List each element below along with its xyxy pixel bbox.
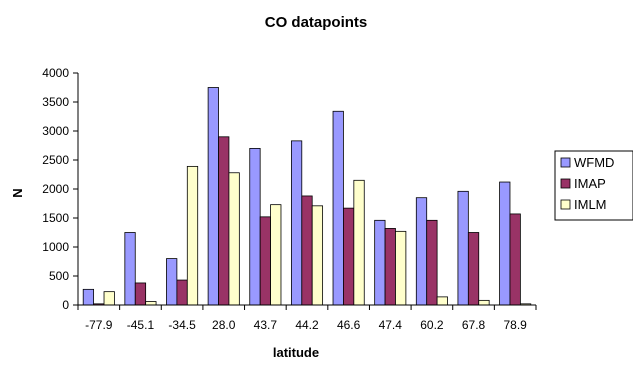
x-tick-label: 28.0 (212, 318, 236, 332)
x-tick-label: -45.1 (127, 318, 155, 332)
bar-wfmd-44.2 (290, 140, 303, 306)
y-tick-label: 2000 (42, 182, 69, 196)
x-tick-label: 43.7 (254, 318, 278, 332)
bar-imap-60.2 (426, 219, 438, 306)
bar-wfmd-43.7 (249, 147, 261, 306)
legend-swatch-imap (560, 178, 571, 189)
x-tick-label: -77.9 (85, 318, 113, 332)
x-tick-label: -34.5 (168, 318, 196, 332)
bar-wfmd-47.4 (374, 219, 386, 306)
bar-imap--45.1 (134, 282, 147, 306)
y-tick-label: 3000 (42, 124, 69, 138)
x-axis-title: latitude (273, 345, 319, 360)
bar-imlm--77.9 (103, 291, 115, 306)
bar-imap-43.7 (259, 216, 271, 306)
y-tick-label: 1000 (42, 240, 69, 254)
legend: WFMD IMAP IMLM (554, 150, 633, 221)
bar-wfmd-78.9 (499, 181, 511, 306)
legend-swatch-wfmd (560, 157, 571, 168)
legend-label-wfmd: WFMD (574, 155, 614, 170)
bar-imap--34.5 (176, 279, 188, 306)
bar-imlm-67.8 (478, 299, 490, 306)
bar-imap-46.6 (343, 207, 355, 306)
bar-wfmd--77.9 (82, 288, 95, 306)
y-tick-label: 3500 (42, 95, 69, 109)
chart-title: CO datapoints (265, 14, 368, 31)
x-tick-label: 67.8 (462, 318, 486, 332)
bar-wfmd--34.5 (166, 258, 178, 306)
y-tick-label: 2500 (42, 153, 69, 167)
bar-wfmd-28.0 (207, 87, 219, 306)
bar-imlm-60.2 (436, 296, 448, 306)
x-tick-label: 46.6 (337, 318, 361, 332)
plot-area: 0 500 1000 1500 2000 2500 3000 3500 4000 -77.9 -45… (42, 66, 537, 332)
bar-wfmd-60.2 (415, 197, 428, 306)
y-tick-label: 0 (62, 298, 69, 312)
bar-imlm-28.0 (228, 172, 240, 306)
x-tick-label: 44.2 (295, 318, 319, 332)
x-tick-label: 78.9 (504, 318, 528, 332)
bar-wfmd-46.6 (332, 110, 344, 306)
y-tick-label: 4000 (42, 66, 69, 80)
bar-wfmd-67.8 (457, 190, 469, 306)
bar-imlm-46.6 (353, 179, 365, 306)
legend-swatch-imlm (560, 199, 571, 210)
y-tick-label: 500 (49, 269, 69, 283)
bar-imlm-47.4 (395, 230, 407, 306)
bar-imap-78.9 (509, 213, 521, 306)
bar-imap-28.0 (218, 136, 230, 306)
y-tick-label: 1500 (42, 211, 69, 225)
bar-imap-44.2 (301, 195, 313, 306)
legend-label-imap: IMAP (574, 176, 606, 191)
bar-imlm-43.7 (270, 204, 282, 306)
bar-imlm-44.2 (311, 205, 324, 306)
x-tick-label: 60.2 (420, 318, 444, 332)
bar-imlm--34.5 (186, 165, 199, 306)
legend-label-imlm: IMLM (574, 197, 607, 212)
bar-imap-67.8 (467, 232, 480, 306)
x-tick-label: 47.4 (379, 318, 403, 332)
bar-imlm--45.1 (145, 301, 157, 306)
bar-wfmd--45.1 (124, 232, 136, 306)
y-axis-title: N (10, 188, 25, 197)
bar-imap-47.4 (384, 228, 396, 306)
